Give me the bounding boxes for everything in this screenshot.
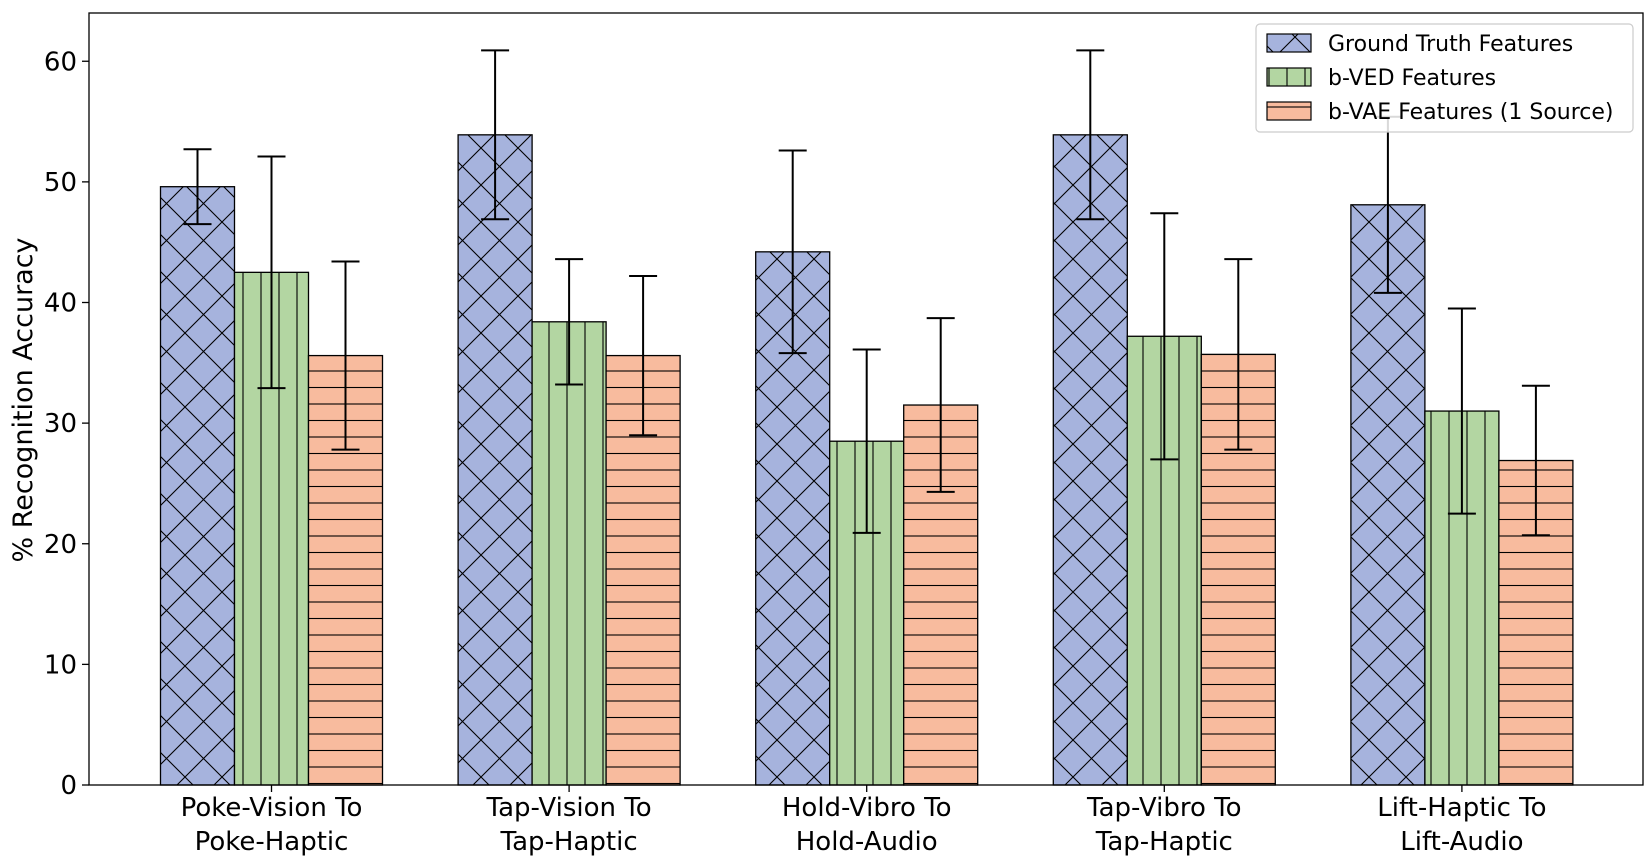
error-bar-ground-truth-features-3 <box>1076 49 1105 221</box>
x-tick-label: Hold-Audio <box>796 827 938 857</box>
bar-ground-truth-features-4 <box>1350 204 1426 786</box>
bar-b-ved-features-1 <box>531 321 607 786</box>
y-tick-label: 30 <box>44 409 77 439</box>
bar-ground-truth-features-0 <box>159 186 236 786</box>
x-tick-label: Poke-Vision To <box>181 793 363 823</box>
legend-swatch <box>1266 101 1312 121</box>
error-bar-b-vae-features-1-source-0 <box>331 260 360 451</box>
bar-ground-truth-features-3 <box>1052 134 1128 786</box>
y-axis: 0 10 20 30 40 50 60 <box>44 47 89 801</box>
error-bar-ground-truth-features-0 <box>183 148 212 226</box>
legend-swatch <box>1266 33 1312 53</box>
x-axis: Poke-Vision To Poke-Haptic Tap-Vision To Ta… <box>181 785 1547 857</box>
x-tick-label: Tap-Haptic <box>500 827 638 857</box>
error-bar-b-vae-features-1-source-2 <box>926 317 955 493</box>
error-bar-b-ved-features-2 <box>852 348 881 534</box>
legend-item-b-vae-features-1-source: b-VAE Features (1 Source) <box>1266 100 1614 125</box>
legend-item-b-ved-features: b-VED Features <box>1266 66 1496 91</box>
legend: Ground Truth Features b-VED Features b-VAE… <box>1255 23 1634 133</box>
x-tick-label: Poke-Haptic <box>195 827 349 857</box>
bar-ground-truth-features-1 <box>457 134 533 786</box>
error-bar-b-ved-features-1 <box>555 258 584 386</box>
error-bar-ground-truth-features-2 <box>778 149 807 355</box>
legend-label: b-VAE Features (1 Source) <box>1328 100 1614 125</box>
x-tick-label: Lift-Audio <box>1400 827 1523 857</box>
error-bar-b-vae-features-1-source-4 <box>1521 384 1550 537</box>
error-bar-b-vae-features-1-source-1 <box>629 274 658 437</box>
errorbars-layer <box>183 49 1550 537</box>
y-tick-label: 50 <box>44 168 77 198</box>
x-tick-label: Lift-Haptic To <box>1377 793 1546 823</box>
y-axis-title: % Recognition Accuracy <box>8 237 39 562</box>
y-tick-label: 0 <box>60 771 77 801</box>
legend-label: b-VED Features <box>1328 66 1496 91</box>
error-bar-ground-truth-features-1 <box>481 49 510 221</box>
error-bar-b-vae-features-1-source-3 <box>1224 258 1253 451</box>
legend-frame <box>1255 23 1634 133</box>
x-tick-label: Tap-Vision To <box>486 793 652 823</box>
x-tick-label: Tap-Vibro To <box>1086 793 1241 823</box>
x-tick-label: Tap-Haptic <box>1095 827 1233 857</box>
legend-item-ground-truth-features: Ground Truth Features <box>1266 32 1573 57</box>
y-tick-label: 60 <box>44 47 77 77</box>
plot-frame <box>88 12 1644 786</box>
y-tick-label: 40 <box>44 289 77 319</box>
x-tick-label: Hold-Vibro To <box>782 793 952 823</box>
error-bar-b-ved-features-4 <box>1447 307 1476 515</box>
error-bar-b-ved-features-0 <box>257 155 286 390</box>
legend-entries: Ground Truth Features b-VED Features b-VAE… <box>1266 32 1614 125</box>
y-tick-label: 20 <box>44 530 77 560</box>
legend-swatch <box>1266 67 1312 87</box>
y-tick-label: 10 <box>44 650 77 680</box>
error-bar-b-ved-features-3 <box>1150 212 1179 461</box>
legend-label: Ground Truth Features <box>1328 32 1573 57</box>
